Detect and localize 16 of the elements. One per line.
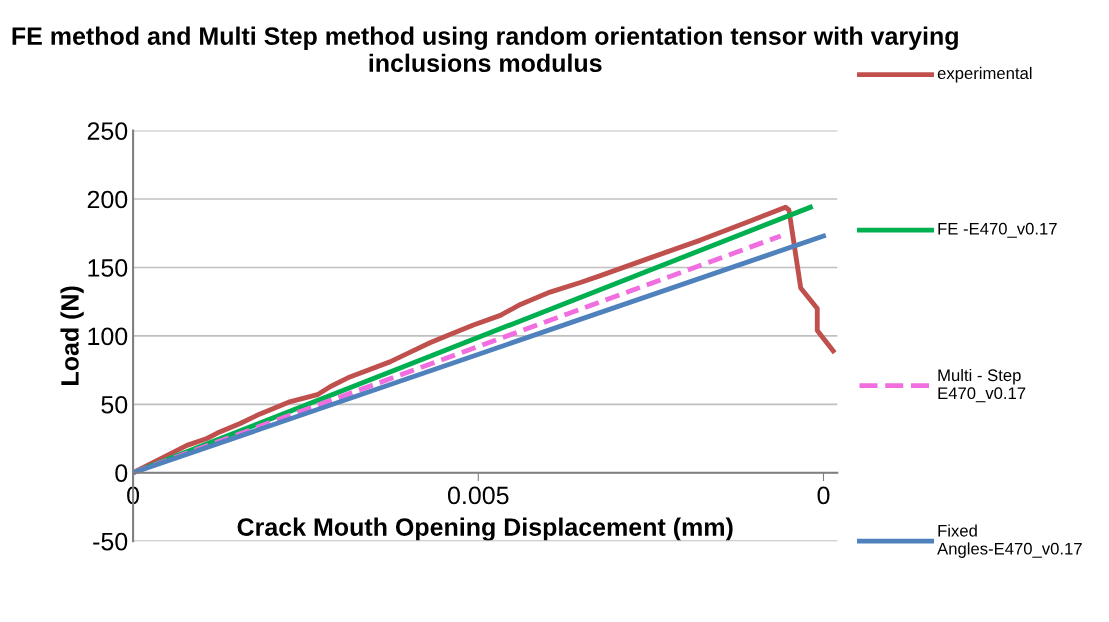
legend-label: Multi - Step E470_v0.17 [938, 368, 1026, 403]
x-tick-label: 0.005 [447, 486, 509, 505]
legend-label: FE -E470_v0.17 [938, 222, 1057, 238]
legend-label: experimental [937, 66, 1032, 83]
y-tick-label: -50 [93, 532, 128, 551]
legend-label: Fixed Angles-E470_v0.17 [937, 524, 1082, 558]
y-tick-label: 200 [87, 190, 128, 209]
x-tick-label: 0 [127, 486, 140, 505]
y-axis-title: Load (N) [60, 286, 84, 385]
y-tick-label: 150 [88, 259, 128, 277]
y-tick-label: 50 [101, 395, 128, 414]
y-tick-label: 250 [87, 122, 128, 140]
x-axis-title: Crack Mouth Opening Displacement (mm) [237, 517, 733, 541]
x-tick-label: 0 [817, 486, 830, 505]
y-tick-label: 0 [115, 464, 128, 483]
y-tick-label: 100 [88, 327, 128, 346]
